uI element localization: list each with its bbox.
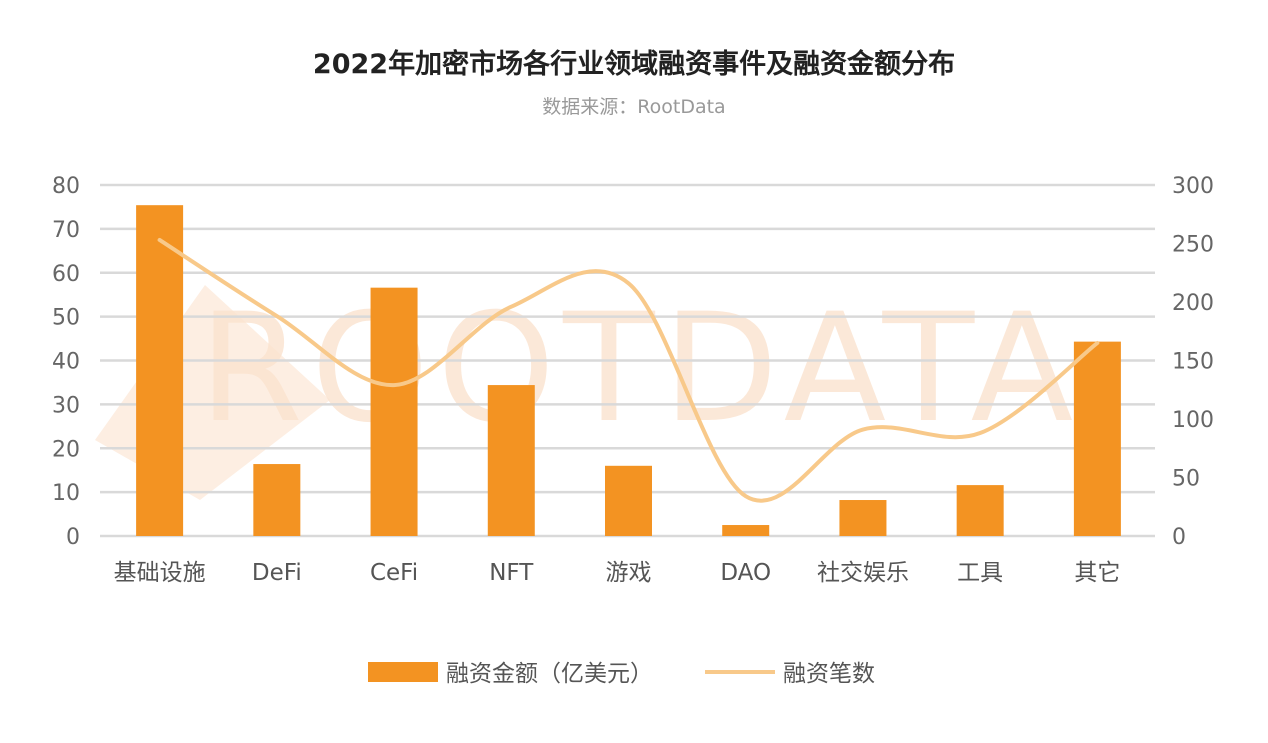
category-label: 社交娱乐 (817, 560, 909, 586)
left-axis-tick: 10 (52, 481, 80, 506)
category-label: NFT (489, 560, 534, 586)
bar-NFT (487, 385, 535, 536)
bar-DAO (722, 525, 770, 536)
line-series (157, 237, 1100, 503)
category-label: DeFi (252, 560, 302, 586)
watermark-text: ROOTDATA (199, 282, 1081, 456)
bar-基础设施 (136, 205, 184, 536)
left-axis-tick: 50 (52, 306, 80, 331)
bar-社交娱乐 (839, 500, 887, 536)
legend-bar-swatch (368, 662, 438, 682)
right-axis-tick: 200 (1172, 291, 1214, 316)
category-label: DAO (720, 560, 771, 586)
chart-subtitle: 数据来源：RootData (542, 96, 726, 118)
bar-其它 (1073, 341, 1121, 536)
left-axis-tick: 0 (66, 525, 80, 550)
bar-CeFi (370, 287, 418, 536)
bar-游戏 (605, 465, 652, 536)
bar-DeFi (253, 464, 301, 536)
right-axis-tick: 250 (1172, 233, 1214, 258)
category-label: 工具 (957, 560, 1003, 586)
left-axis-tick: 40 (52, 350, 80, 375)
legend-line-label: 融资笔数 (783, 661, 875, 687)
right-axis-tick: 300 (1172, 174, 1214, 199)
left-axis-tick: 30 (52, 393, 80, 418)
left-axis-tick: 60 (52, 262, 80, 287)
category-label: 其它 (1074, 560, 1120, 586)
left-axis-tick: 70 (52, 218, 80, 243)
category-label: CeFi (370, 560, 418, 586)
right-axis-tick: 50 (1172, 467, 1200, 492)
chart-title: 2022年加密市场各行业领域融资事件及融资金额分布 (312, 49, 956, 80)
bar-工具 (956, 485, 1004, 536)
right-axis-tick: 150 (1172, 350, 1214, 375)
legend-bar-label: 融资金额（亿美元） (446, 661, 653, 687)
right-axis-tick: 100 (1172, 408, 1214, 433)
right-axis-tick: 0 (1172, 525, 1186, 550)
left-axis-tick: 80 (52, 174, 80, 199)
category-label: 游戏 (606, 560, 652, 586)
category-label: 基础设施 (114, 560, 206, 586)
left-axis-tick: 20 (52, 437, 80, 462)
